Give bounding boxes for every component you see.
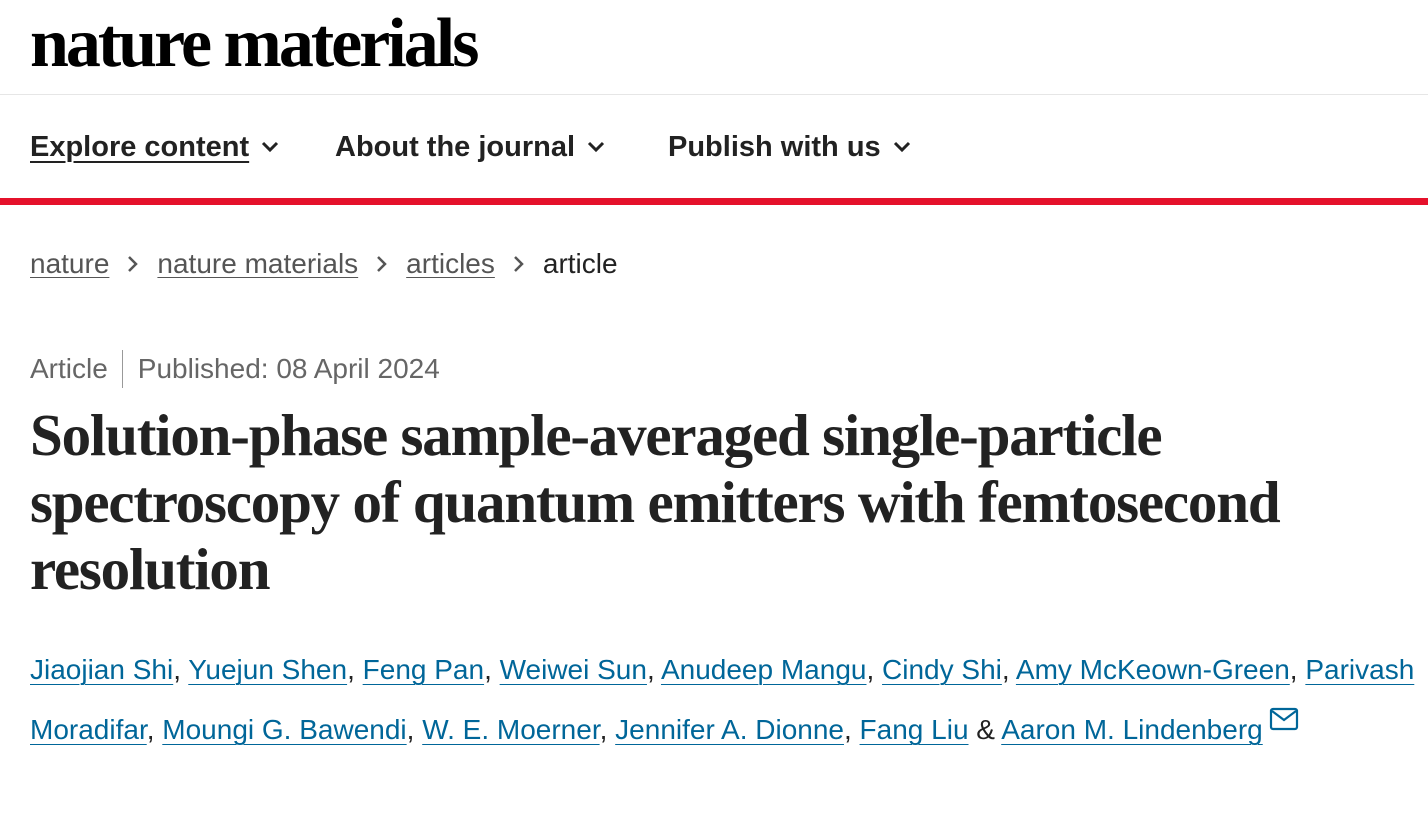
published-date: Published: 08 April 2024: [137, 353, 440, 384]
author-link[interactable]: Jennifer A. Dionne: [615, 714, 844, 745]
author-link[interactable]: Parivash Moradifar: [30, 654, 1415, 745]
article-title: Solution-phase sample-averaged single-pa…: [30, 402, 1281, 602]
nav-explore-content[interactable]: Explore content: [30, 125, 279, 169]
author-link[interactable]: Aaron M. Lindenberg: [1001, 714, 1263, 745]
article-type: Article: [30, 353, 108, 384]
chevron-right-icon: [127, 255, 139, 273]
breadcrumb-link-nature[interactable]: nature: [30, 248, 110, 279]
nav-about-journal[interactable]: About the journal: [335, 125, 605, 169]
author-link[interactable]: Cindy Shi: [882, 654, 1002, 685]
mail-icon[interactable]: [1269, 707, 1299, 731]
author-link[interactable]: Feng Pan: [362, 654, 485, 685]
author-link[interactable]: Amy McKeown-Green: [1015, 654, 1290, 685]
author-link[interactable]: Anudeep Mangu: [660, 654, 867, 685]
journal-logo[interactable]: nature materials: [30, 5, 479, 82]
breadcrumb: nature nature materials articles article: [30, 244, 618, 284]
site-header: nature materials: [0, 0, 1428, 95]
author-link[interactable]: Weiwei Sun: [499, 654, 647, 685]
author-list: Jiaojian Shi, Yuejun Shen, Feng Pan, Wei…: [30, 654, 1415, 745]
article-meta: Article Published: 08 April 2024: [30, 350, 440, 388]
author-link[interactable]: Yuejun Shen: [188, 654, 348, 685]
chevron-down-icon: [262, 141, 279, 153]
nav-explore-content-label: Explore content: [30, 130, 250, 163]
breadcrumb-link-nature-materials[interactable]: nature materials: [157, 248, 359, 279]
nav-about-journal-label: About the journal: [335, 130, 576, 163]
chevron-right-icon: [513, 255, 525, 273]
nav-publish-with-us-label: Publish with us: [668, 130, 881, 163]
breadcrumb-current: article: [542, 248, 618, 279]
main-nav: Explore content About the journal Publis…: [0, 95, 1428, 205]
chevron-down-icon: [587, 141, 605, 153]
author-link[interactable]: W. E. Moerner: [422, 714, 600, 745]
author-link[interactable]: Moungi G. Bawendi: [162, 714, 407, 745]
breadcrumb-link-articles[interactable]: articles: [406, 248, 495, 279]
author-link[interactable]: Jiaojian Shi: [30, 654, 174, 685]
meta-divider: [121, 350, 123, 388]
chevron-right-icon: [376, 255, 388, 273]
author-link[interactable]: Fang Liu: [859, 714, 969, 745]
nav-publish-with-us[interactable]: Publish with us: [668, 125, 911, 169]
chevron-down-icon: [893, 141, 910, 153]
